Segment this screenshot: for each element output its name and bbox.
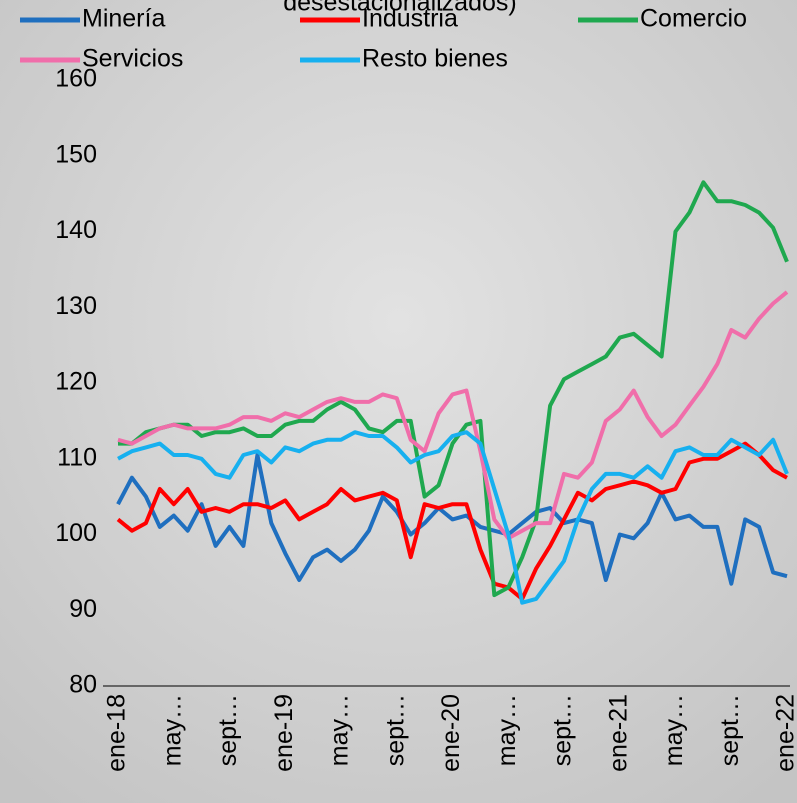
y-tick-label: 90 xyxy=(69,595,97,623)
y-tick-label: 110 xyxy=(57,443,97,471)
legend-label: Industria xyxy=(362,5,458,33)
x-tick-label: sept… xyxy=(716,694,744,766)
y-tick-label: 140 xyxy=(55,216,97,244)
legend-label: Comercio xyxy=(640,5,747,33)
x-tick-label: may… xyxy=(660,694,688,766)
x-tick-label: may… xyxy=(493,694,521,766)
y-tick-label: 120 xyxy=(55,368,97,396)
legend-label: Minería xyxy=(82,5,165,33)
x-tick-label: ene-19 xyxy=(270,694,298,772)
x-tick-label: ene-18 xyxy=(103,694,131,772)
x-tick-label: ene-20 xyxy=(437,694,465,772)
y-tick-label: 150 xyxy=(55,140,97,168)
y-tick-label: 130 xyxy=(55,292,97,320)
x-tick-label: sept… xyxy=(214,694,242,766)
x-tick-label: may… xyxy=(326,694,354,766)
legend-label: Servicios xyxy=(82,45,183,73)
x-tick-label: sept… xyxy=(381,694,409,766)
chart: desestacionalizados) 8090100110120130140… xyxy=(0,0,797,803)
x-tick-label: may… xyxy=(158,694,186,766)
legend-label: Resto bienes xyxy=(362,45,508,73)
x-tick-label: ene-21 xyxy=(604,694,632,772)
y-tick-label: 80 xyxy=(69,671,97,699)
x-tick-label: ene-22 xyxy=(772,694,797,772)
y-tick-label: 100 xyxy=(55,519,97,547)
x-tick-label: sept… xyxy=(549,694,577,766)
